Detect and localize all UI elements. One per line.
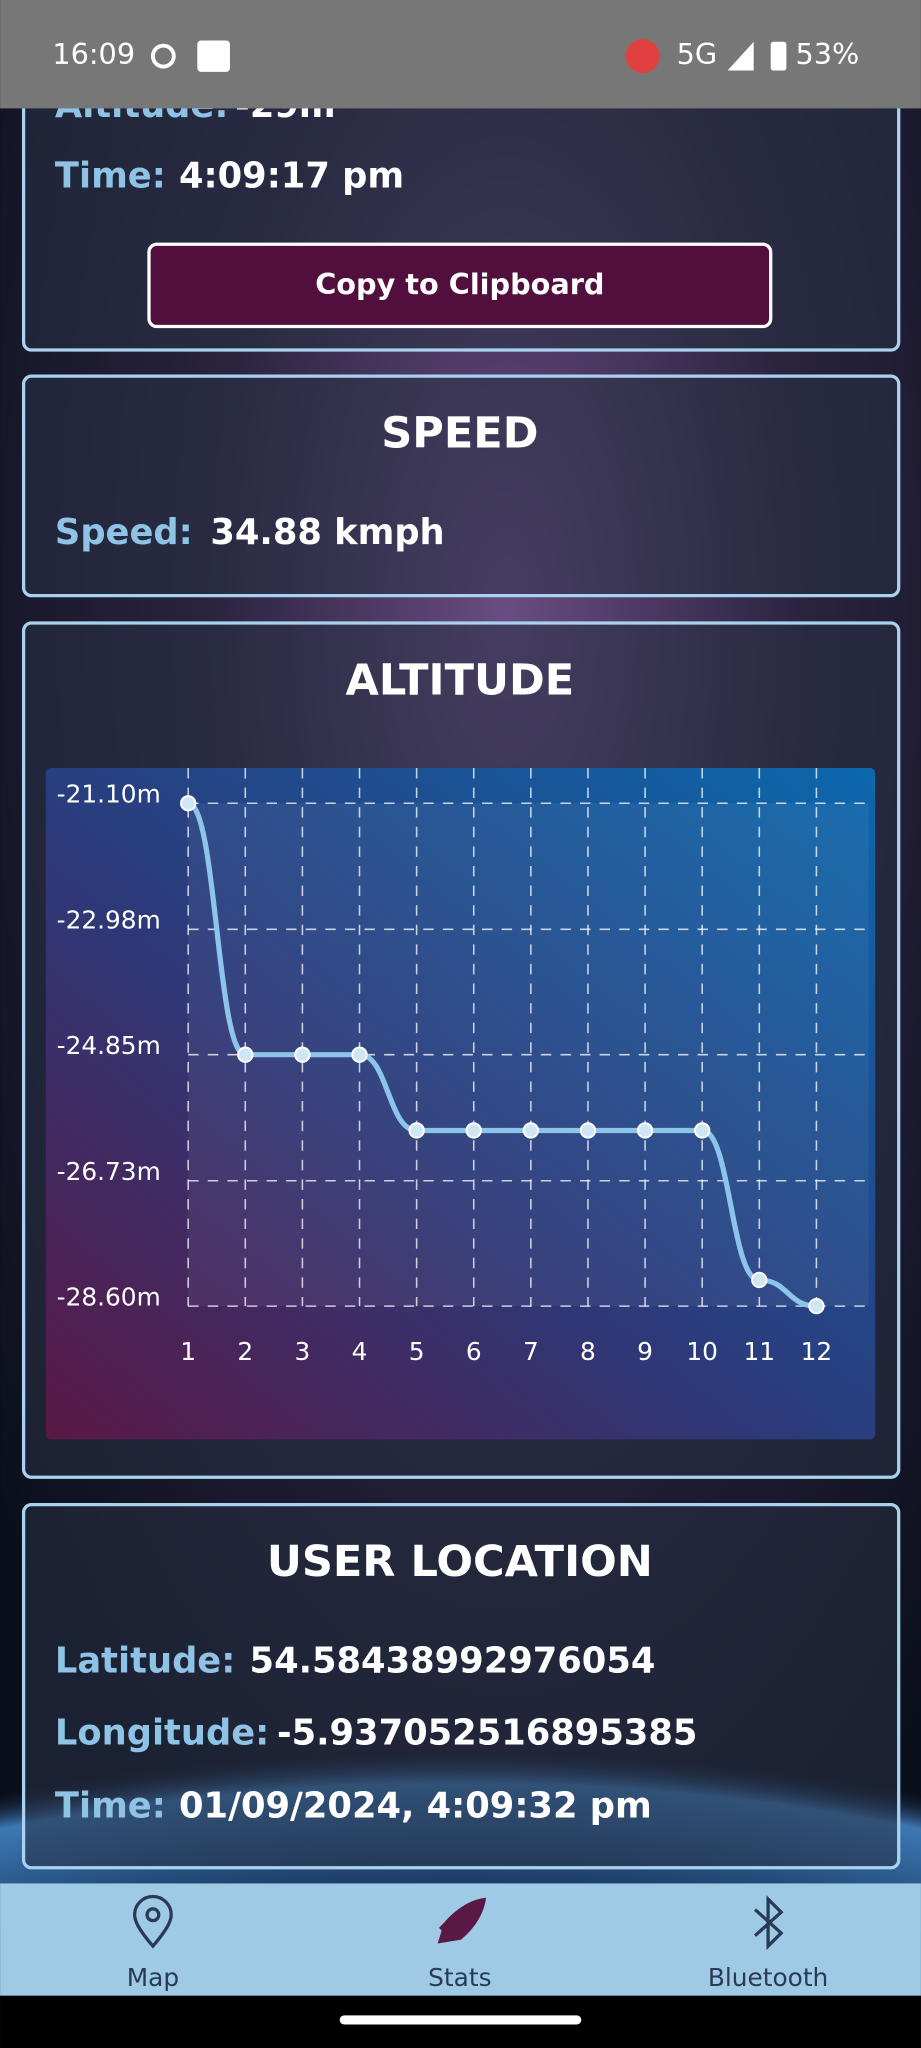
y-tick-label: -24.85m bbox=[57, 1031, 161, 1060]
latitude-label: Latitude: bbox=[55, 1641, 235, 1682]
point bbox=[751, 1271, 768, 1289]
point bbox=[237, 1046, 254, 1063]
battery-icon bbox=[770, 41, 787, 71]
point bbox=[522, 1122, 540, 1139]
longitude-value: -5.937052516895385 bbox=[277, 1713, 697, 1754]
nav-stats[interactable]: Stats bbox=[428, 1897, 492, 1992]
point bbox=[636, 1122, 654, 1139]
time-label: Time: bbox=[55, 1786, 166, 1827]
point bbox=[465, 1122, 482, 1139]
copy-button[interactable] bbox=[147, 242, 773, 329]
x-tick-label: 5 bbox=[409, 1337, 425, 1366]
latitude-value: 54.58438992976054 bbox=[250, 1641, 656, 1682]
card-title: USER LOCATION bbox=[267, 1537, 653, 1587]
status-battery: 53% bbox=[796, 37, 860, 71]
point bbox=[694, 1122, 711, 1139]
speed-label: Speed: bbox=[55, 512, 193, 553]
point bbox=[808, 1297, 825, 1315]
stats-icon[interactable] bbox=[437, 1897, 486, 1944]
point bbox=[408, 1122, 425, 1139]
time-value: 4:09:17 pm bbox=[179, 156, 404, 197]
card-title: SPEED bbox=[381, 409, 538, 459]
home-indicator bbox=[339, 2015, 582, 2025]
x-tick-label: 6 bbox=[466, 1337, 482, 1366]
point bbox=[351, 1046, 368, 1063]
point bbox=[180, 795, 197, 812]
point bbox=[294, 1046, 311, 1063]
status-time: 16:09 bbox=[52, 37, 135, 71]
x-tick-label: 1 bbox=[180, 1337, 196, 1366]
chart-panel bbox=[45, 768, 876, 1440]
x-tick-label: 4 bbox=[352, 1337, 368, 1366]
nav-label[interactable]: Stats bbox=[428, 1963, 491, 1992]
x-tick-label: 7 bbox=[523, 1337, 539, 1366]
status-network: 5G bbox=[677, 37, 718, 71]
x-tick-label: 9 bbox=[637, 1337, 653, 1366]
point bbox=[579, 1122, 597, 1139]
y-tick-label: -21.10m bbox=[57, 779, 161, 808]
y-tick-label: -26.73m bbox=[57, 1157, 161, 1186]
status-icon bbox=[197, 40, 230, 72]
line bbox=[187, 800, 817, 1309]
map-icon[interactable] bbox=[132, 1894, 173, 1949]
nav-bluetooth[interactable]: Bluetooth bbox=[708, 1895, 828, 1992]
status-icon bbox=[150, 43, 176, 69]
y-tick-label: -22.98m bbox=[57, 905, 161, 934]
map-icon[interactable] bbox=[145, 1907, 161, 1923]
x-tick-label: 10 bbox=[686, 1337, 718, 1366]
location-card bbox=[21, 1503, 901, 1870]
speed-card bbox=[21, 374, 901, 598]
time-label: Time: bbox=[55, 156, 166, 197]
status-icon bbox=[625, 39, 660, 74]
x-tick-label: 3 bbox=[295, 1337, 311, 1366]
longitude-label: Longitude: bbox=[55, 1713, 269, 1754]
x-tick-label: 8 bbox=[580, 1337, 596, 1366]
nav-label[interactable]: Bluetooth bbox=[708, 1963, 828, 1992]
x-tick-label: 11 bbox=[744, 1337, 776, 1366]
bluetooth-icon[interactable] bbox=[753, 1895, 784, 1951]
y-tick-label: -28.60m bbox=[57, 1282, 161, 1311]
nav-map[interactable]: Map bbox=[127, 1894, 179, 1992]
time-value: 01/09/2024, 4:09:32 pm bbox=[179, 1786, 652, 1827]
nav-label[interactable]: Map bbox=[127, 1963, 179, 1992]
card-title: ALTITUDE bbox=[345, 656, 574, 706]
speed-value: 34.88 kmph bbox=[210, 512, 444, 553]
x-tick-label: 2 bbox=[237, 1337, 253, 1366]
x-tick-label: 12 bbox=[801, 1337, 833, 1366]
copy-button-label[interactable]: Copy to Clipboard bbox=[315, 267, 604, 301]
